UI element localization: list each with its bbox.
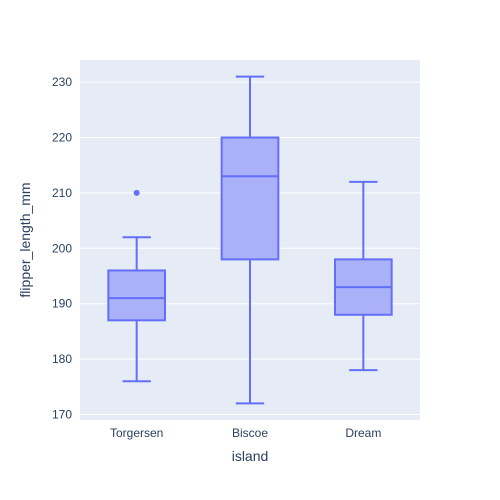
y-tick-label: 200: [52, 241, 72, 255]
outlier-point: [133, 189, 140, 196]
x-axis: Torgersen Biscoe Dream: [110, 426, 381, 440]
box-dream: [334, 180, 393, 372]
y-tick-label: 180: [52, 352, 72, 366]
x-tick-label: Dream: [345, 426, 381, 440]
y-tick-label: 190: [52, 297, 72, 311]
y-axis-title: flipper_length_mm: [17, 182, 33, 297]
y-tick-label: 170: [52, 407, 72, 421]
box-iqr: [107, 269, 167, 322]
y-tick-label: 230: [52, 75, 72, 89]
y-tick-label: 220: [52, 131, 72, 145]
box-torgersen: [107, 189, 167, 383]
y-tick-label: 210: [52, 186, 72, 200]
box-series: [107, 75, 393, 405]
x-axis-title: island: [232, 448, 269, 464]
x-tick-label: Torgersen: [110, 426, 163, 440]
x-tick-label: Biscoe: [232, 426, 268, 440]
y-axis: 170 180 190 200 210 220 230: [52, 75, 72, 421]
box-biscoe: [220, 75, 280, 405]
box-iqr: [220, 136, 280, 261]
